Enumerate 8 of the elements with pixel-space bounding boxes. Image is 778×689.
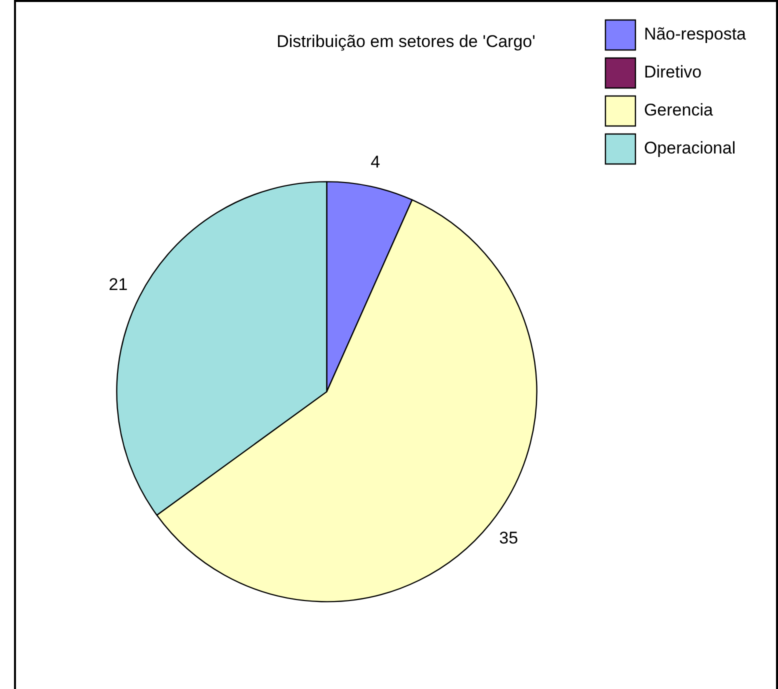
- data-label: 35: [499, 528, 518, 548]
- data-label: 4: [370, 152, 380, 172]
- legend-label: Não-resposta: [644, 24, 747, 44]
- data-label: 21: [108, 275, 128, 294]
- text: Distribuição em setores de 'Cargo': [276, 32, 536, 51]
- legend-label: Operacional: [644, 138, 736, 158]
- legend-label: Gerencia: [644, 100, 714, 120]
- legend-label: Diretivo: [644, 62, 702, 82]
